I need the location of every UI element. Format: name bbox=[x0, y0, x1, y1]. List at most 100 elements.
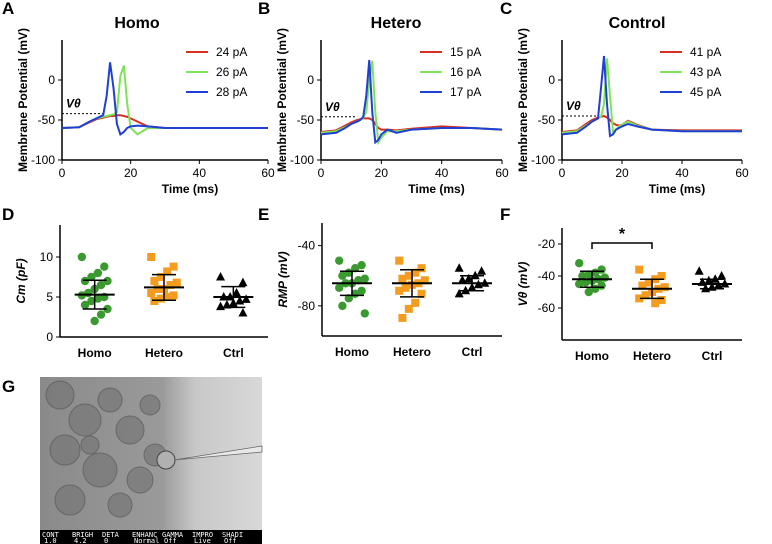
data-point bbox=[404, 304, 413, 313]
panel-label: E bbox=[258, 205, 269, 224]
data-point bbox=[169, 291, 178, 300]
legend-label: 16 pA bbox=[450, 65, 481, 79]
data-point bbox=[578, 271, 587, 281]
x-tick-label: 0 bbox=[318, 166, 325, 180]
data-point bbox=[420, 276, 429, 285]
x-tick-label: 20 bbox=[124, 166, 138, 180]
x-tick-label: 40 bbox=[435, 166, 449, 180]
data-point bbox=[635, 294, 644, 303]
data-point bbox=[660, 283, 669, 292]
data-point bbox=[360, 309, 369, 318]
data-point bbox=[166, 281, 175, 289]
overlay-header: CONT bbox=[42, 531, 60, 539]
y-tick-label: 0 bbox=[307, 73, 314, 87]
data-point bbox=[395, 286, 404, 295]
data-point bbox=[169, 262, 178, 271]
legend-label: 24 pA bbox=[216, 45, 247, 59]
y-tick-label: 10 bbox=[40, 250, 54, 264]
data-point bbox=[90, 316, 99, 326]
data-point bbox=[338, 271, 347, 280]
data-point bbox=[172, 278, 181, 287]
data-point bbox=[581, 278, 590, 287]
data-point bbox=[103, 276, 112, 286]
overlay-value: 4.2 bbox=[74, 537, 87, 544]
data-point bbox=[357, 260, 366, 270]
data-point bbox=[584, 287, 593, 297]
y-axis-label: RMP (mV) bbox=[276, 251, 290, 307]
data-point bbox=[156, 294, 165, 303]
y-tick-label: -80 bbox=[298, 299, 316, 313]
x-tick-label: 40 bbox=[675, 166, 689, 180]
data-point bbox=[147, 253, 156, 261]
data-point bbox=[360, 274, 369, 283]
data-point bbox=[235, 296, 245, 305]
data-point bbox=[150, 297, 159, 305]
data-point bbox=[87, 296, 96, 306]
data-point bbox=[147, 289, 156, 297]
y-axis-label: Membrane Potential (mV) bbox=[275, 28, 289, 172]
legend-label: 45 pA bbox=[690, 85, 721, 99]
x-tick-label: 60 bbox=[735, 166, 749, 180]
trace bbox=[320, 59, 503, 145]
data-point bbox=[644, 278, 653, 287]
chart-title: Hetero bbox=[371, 15, 422, 32]
data-point bbox=[694, 266, 704, 275]
threshold-label: Vθ bbox=[325, 100, 340, 114]
y-tick-label: -50 bbox=[297, 113, 315, 127]
panel-label: F bbox=[500, 205, 510, 224]
chart-title: Control bbox=[609, 15, 666, 32]
legend-label: 28 pA bbox=[216, 85, 247, 99]
panel-label: D bbox=[2, 205, 14, 224]
x-tick-label: 60 bbox=[261, 166, 275, 180]
x-tick-label: 0 bbox=[559, 166, 566, 180]
panel-label: A bbox=[2, 0, 14, 18]
chart-title: Homo bbox=[114, 15, 160, 32]
data-point bbox=[411, 298, 420, 307]
x-tick-label: 20 bbox=[615, 166, 629, 180]
x-tick-label: Ctrl bbox=[223, 346, 244, 360]
data-point bbox=[454, 263, 464, 272]
x-tick-label: 60 bbox=[495, 166, 509, 180]
significance-label: * bbox=[619, 226, 626, 243]
overlay-header: DETA bbox=[102, 531, 120, 539]
overlay-header: IMPRO bbox=[192, 531, 213, 539]
data-point bbox=[93, 294, 103, 303]
data-point bbox=[80, 300, 90, 310]
y-axis-label: Membrane Potential (mV) bbox=[16, 28, 30, 172]
x-tick-label: Homo bbox=[335, 345, 369, 359]
y-tick-label: -100 bbox=[31, 153, 55, 167]
y-axis-label: Membrane Potential (mV) bbox=[516, 28, 530, 172]
data-point bbox=[477, 266, 487, 275]
x-tick-label: Ctrl bbox=[462, 345, 483, 359]
legend-label: 15 pA bbox=[450, 45, 481, 59]
overlay-value: Off bbox=[164, 537, 177, 544]
overlay-value: Off bbox=[224, 537, 237, 544]
data-point bbox=[464, 273, 474, 283]
data-point bbox=[216, 301, 226, 311]
microscope-image bbox=[40, 377, 263, 544]
data-point bbox=[584, 270, 593, 279]
data-point bbox=[351, 264, 360, 273]
data-point bbox=[216, 272, 226, 281]
data-point bbox=[717, 271, 727, 280]
x-axis-label: Time (ms) bbox=[162, 182, 218, 196]
overlay-header: BRIGH bbox=[72, 531, 93, 539]
y-tick-label: 5 bbox=[46, 290, 53, 304]
y-tick-label: -100 bbox=[290, 153, 314, 167]
significance-bracket bbox=[591, 242, 653, 249]
y-tick-label: 0 bbox=[46, 330, 53, 344]
data-point bbox=[100, 262, 109, 271]
data-point bbox=[338, 301, 347, 311]
overlay-value: 0 bbox=[104, 537, 108, 544]
x-tick-label: Hetero bbox=[633, 349, 671, 363]
legend-label: 26 pA bbox=[216, 65, 247, 79]
data-point bbox=[241, 294, 251, 303]
data-point bbox=[238, 308, 248, 317]
panel-label: G bbox=[2, 377, 15, 396]
trace bbox=[561, 55, 742, 138]
overlay-value: 1.0 bbox=[44, 537, 57, 544]
x-tick-label: 0 bbox=[59, 166, 66, 180]
threshold-label: Vθ bbox=[566, 99, 581, 113]
data-point bbox=[163, 293, 172, 301]
